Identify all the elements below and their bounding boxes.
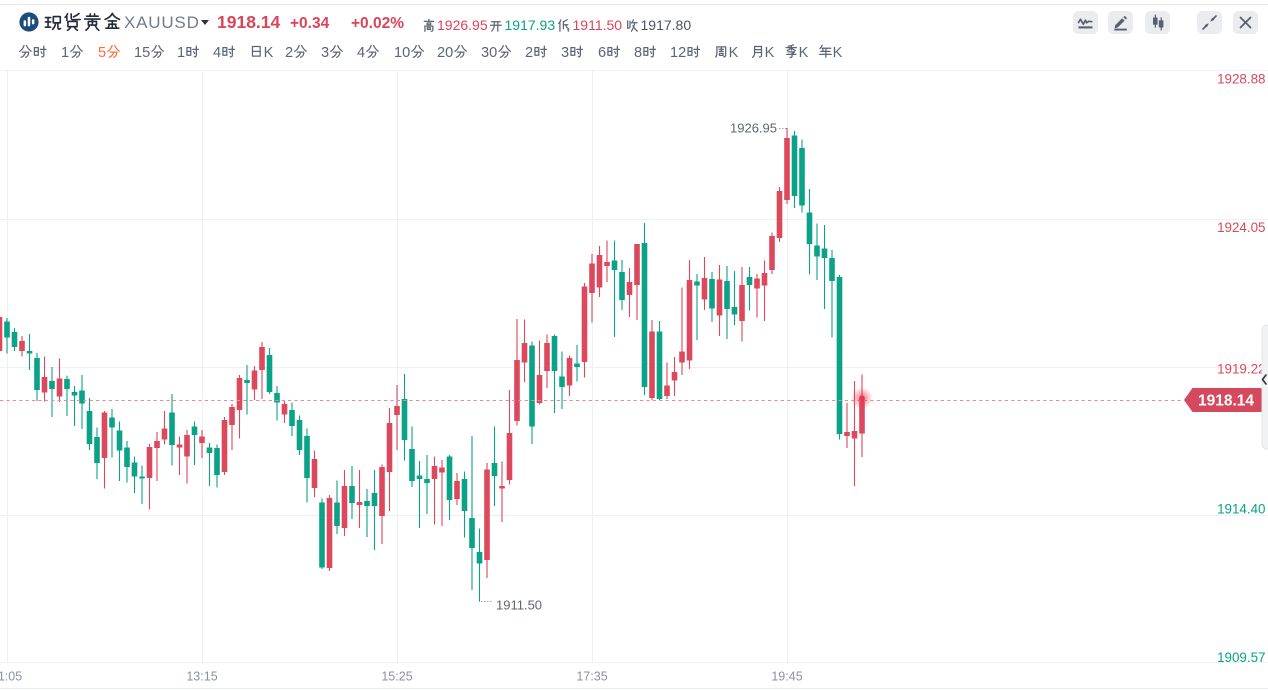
svg-text:K: K <box>798 45 808 61</box>
svg-text:1928.88: 1928.88 <box>1217 71 1265 86</box>
svg-text:1909.57: 1909.57 <box>1217 650 1265 665</box>
svg-text:15:25: 15:25 <box>381 670 412 684</box>
svg-text:3: 3 <box>321 45 329 61</box>
svg-text:4: 4 <box>213 45 221 61</box>
svg-text:0: 0 <box>402 45 410 61</box>
svg-text:1: 1 <box>670 45 678 61</box>
svg-text:1: 1 <box>177 45 185 61</box>
svg-text:3: 3 <box>561 45 569 61</box>
svg-text:8: 8 <box>634 45 642 61</box>
svg-text:1: 1 <box>61 45 69 61</box>
svg-text:5: 5 <box>98 45 106 61</box>
svg-text:1911.50: 1911.50 <box>496 598 542 613</box>
svg-text:1: 1 <box>394 45 402 61</box>
svg-text:1914.40: 1914.40 <box>1217 502 1265 517</box>
svg-text:6: 6 <box>598 45 606 61</box>
svg-text:1918.14: 1918.14 <box>1198 393 1254 410</box>
svg-text:1919.22: 1919.22 <box>1217 362 1265 377</box>
svg-text:5: 5 <box>142 45 150 61</box>
svg-text:4: 4 <box>357 45 365 61</box>
svg-text:19:45: 19:45 <box>771 670 802 684</box>
svg-text:K: K <box>728 45 738 61</box>
svg-text:17:35: 17:35 <box>576 670 607 684</box>
svg-text:1: 1 <box>134 45 142 61</box>
svg-text:3: 3 <box>481 45 489 61</box>
svg-text:K: K <box>832 45 842 61</box>
svg-text:1926.95: 1926.95 <box>730 121 777 136</box>
svg-text:11:05: 11:05 <box>0 670 22 684</box>
svg-text:0: 0 <box>489 45 497 61</box>
svg-text:1924.05: 1924.05 <box>1217 220 1265 235</box>
svg-text:2: 2 <box>525 45 533 61</box>
svg-text:K: K <box>263 45 273 61</box>
svg-text:2: 2 <box>678 45 686 61</box>
svg-text:2: 2 <box>437 45 445 61</box>
svg-text:2: 2 <box>285 45 293 61</box>
svg-text:13:15: 13:15 <box>186 670 217 684</box>
svg-text:K: K <box>764 45 774 61</box>
svg-text:0: 0 <box>445 45 453 61</box>
